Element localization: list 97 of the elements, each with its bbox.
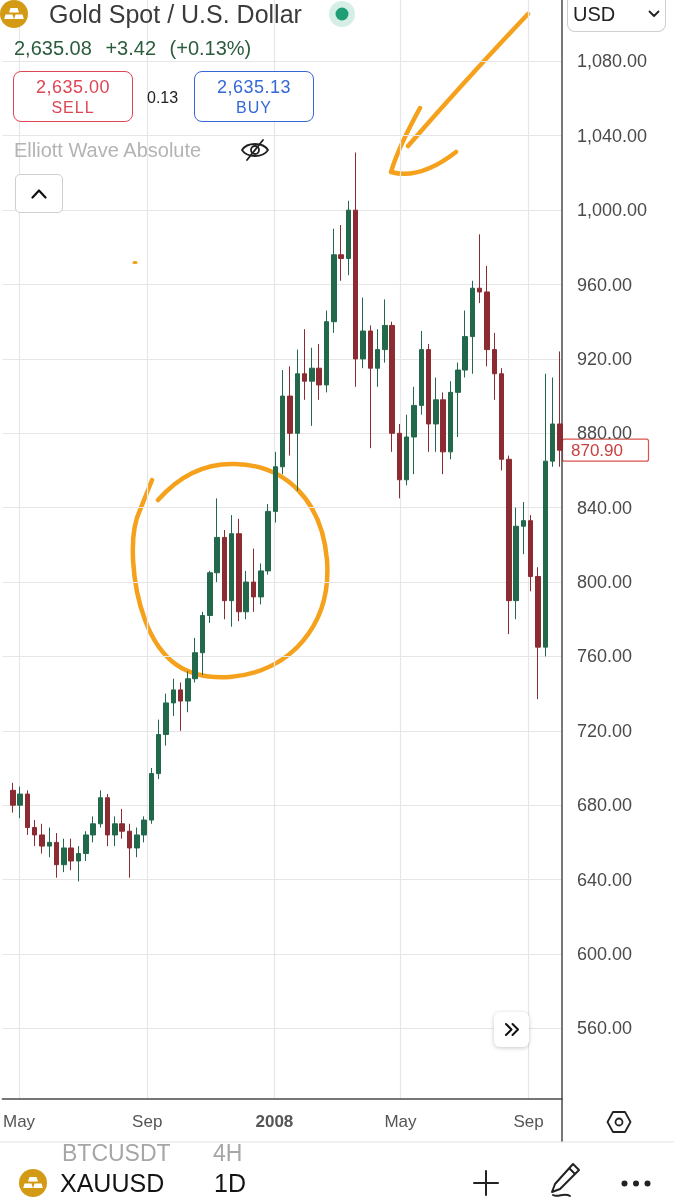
candlestick — [119, 808, 125, 840]
y-tick-label: 600.00 — [577, 943, 633, 964]
candlestick — [178, 681, 183, 732]
chart-title: Gold Spot / U.S. Dollar — [49, 0, 302, 29]
annotation: 2,635.00 — [35, 76, 111, 98]
annotation: SELL — [51, 98, 95, 117]
candlestick — [32, 819, 37, 847]
candlestick — [382, 298, 388, 364]
text: 1D — [214, 1168, 246, 1198]
y-tick-label: 920.00 — [577, 348, 633, 369]
candlestick — [440, 391, 446, 475]
x-tick-label: 2008 — [255, 1112, 294, 1131]
candlestick — [229, 514, 234, 628]
y-tick-label: 960.00 — [577, 274, 633, 295]
candlestick — [200, 611, 205, 676]
candlestick — [360, 297, 366, 369]
y-tick-label: 640.00 — [577, 869, 633, 890]
candlestick — [17, 786, 23, 819]
candlestick — [448, 380, 453, 460]
candlestick — [521, 501, 526, 555]
text: XAUUSD — [60, 1168, 165, 1198]
x-tick-label: May — [3, 1112, 36, 1131]
y-tick-label: 1,040.00 — [577, 125, 648, 146]
candlestick — [338, 224, 344, 282]
candlestick — [309, 347, 315, 427]
buy-button: 2,635.13 BUY — [194, 71, 314, 122]
candlestick — [484, 265, 490, 367]
candlestick — [149, 767, 154, 825]
text: 4H — [213, 1139, 243, 1167]
annotation: BUY — [236, 98, 272, 117]
candlestick — [419, 330, 424, 416]
y-tick-label: 720.00 — [577, 720, 633, 741]
candlestick — [295, 349, 300, 492]
candlestick — [222, 529, 227, 620]
candlestick — [411, 386, 417, 475]
candlestick — [477, 233, 482, 304]
candlestick — [68, 838, 74, 871]
candlestick — [492, 332, 497, 401]
candlestick — [528, 514, 533, 592]
candlestick — [47, 827, 52, 858]
candlestick — [61, 838, 67, 873]
x-tick-label: May — [384, 1112, 418, 1131]
y-tick-label: 680.00 — [577, 795, 633, 816]
candlestick — [127, 823, 132, 879]
candlestick — [287, 365, 293, 457]
candlestick — [171, 678, 176, 717]
candlestick — [389, 321, 395, 453]
candlestick — [302, 328, 307, 401]
candlestick — [316, 343, 322, 401]
candlestick — [251, 548, 256, 613]
candlestick — [280, 369, 285, 475]
y-tick-label: 800.00 — [577, 572, 633, 593]
annotation: 0.13 — [147, 87, 179, 107]
x-tick-label: Sep — [513, 1112, 544, 1131]
candlestick — [470, 280, 475, 375]
candlestick — [557, 350, 563, 468]
candlestick — [543, 373, 548, 657]
currency-dropdown: USD — [567, 0, 666, 32]
candlestick — [513, 507, 519, 620]
y-tick-label: 840.00 — [577, 497, 633, 518]
candlestick — [98, 789, 103, 828]
candlestick — [535, 566, 541, 700]
candlestick — [353, 151, 358, 388]
candlestick — [39, 823, 45, 855]
annotation: Elliott Wave Absolute — [14, 138, 202, 162]
text: BTCUSDT — [62, 1139, 171, 1167]
candlestick — [397, 423, 402, 499]
candlestick — [499, 367, 504, 471]
candlestick — [506, 455, 512, 635]
candlestick — [112, 815, 118, 847]
candlestick — [273, 451, 278, 524]
candlestick — [156, 719, 161, 780]
annotation: 2,635.13 — [216, 76, 292, 98]
text: 2,635.08 +3.42 (+0.13%) — [14, 36, 252, 60]
candlestick — [426, 343, 431, 453]
candlestick — [163, 693, 169, 747]
y-tick-label: 1,080.00 — [577, 51, 648, 72]
x-tick-label: Sep — [132, 1112, 163, 1131]
candlestick — [236, 518, 242, 622]
candlestick — [243, 570, 249, 620]
candlestick — [368, 324, 373, 449]
candlestick — [25, 789, 30, 836]
candlestick — [331, 228, 337, 334]
y-tick-label: 1,000.00 — [577, 200, 648, 221]
candlestick — [10, 782, 16, 814]
sell-button: 2,635.00 SELL — [13, 71, 133, 122]
candlestick — [404, 414, 409, 486]
candlestick — [76, 845, 81, 882]
candlestick — [550, 376, 555, 468]
candlestick — [105, 793, 110, 847]
y-tick-label: 760.00 — [577, 646, 633, 667]
candlestick — [433, 376, 439, 453]
y-tick-label: 560.00 — [577, 1018, 633, 1039]
candlestick — [346, 200, 351, 276]
candlestick — [324, 310, 329, 393]
candlestick — [375, 328, 380, 388]
candlestick — [54, 832, 59, 879]
